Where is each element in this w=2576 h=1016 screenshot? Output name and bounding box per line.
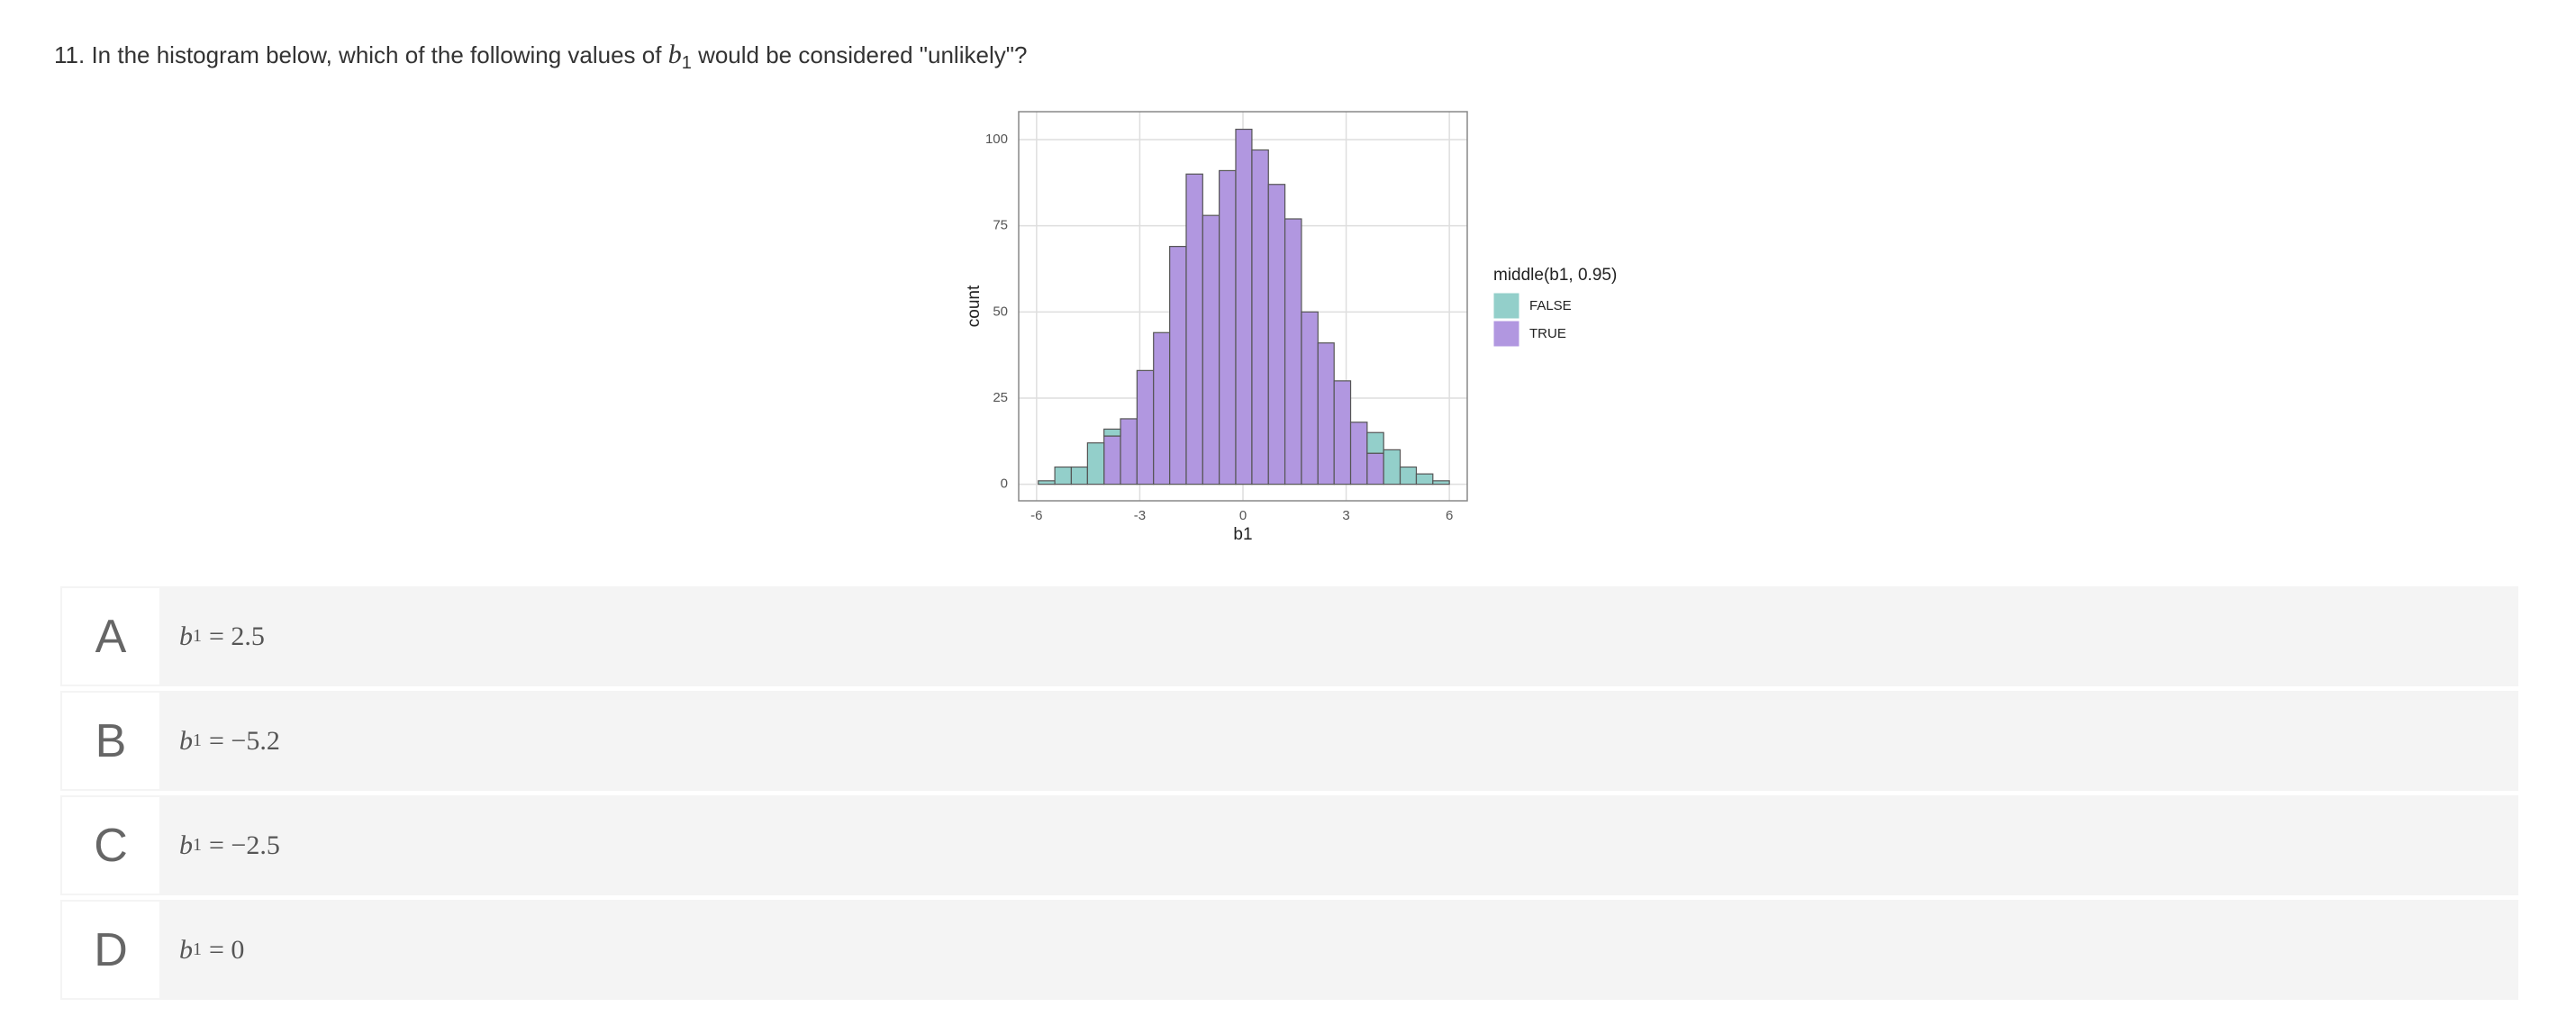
math-sub: 1 — [193, 626, 202, 646]
math-var: b — [667, 40, 682, 69]
x-tick-label: 0 — [1239, 508, 1247, 523]
bar — [1349, 422, 1368, 485]
y-tick-label: 50 — [993, 304, 1008, 319]
bar — [1333, 380, 1352, 485]
bar — [1366, 452, 1384, 485]
math-rhs: = 0 — [209, 934, 245, 965]
bar — [1399, 466, 1418, 485]
bar — [1202, 214, 1220, 485]
question-text: 11. In the histogram below, which of the… — [54, 41, 662, 68]
legend-title: middle(b1, 0.95) — [1493, 266, 1617, 285]
question-text: would be considered "unlikely"? — [698, 41, 1028, 68]
math-sub: 1 — [193, 730, 202, 750]
question: 11. In the histogram below, which of the… — [54, 40, 1027, 74]
bar — [1120, 418, 1138, 485]
x-axis-label: b1 — [1233, 525, 1252, 544]
bar — [1038, 480, 1056, 485]
math-var: b — [179, 830, 193, 860]
bar — [1054, 466, 1073, 485]
bar — [1383, 449, 1401, 485]
legend-swatch — [1492, 320, 1520, 348]
y-tick-label: 100 — [985, 132, 1008, 147]
option-letter: B — [62, 693, 159, 789]
bar — [1235, 128, 1253, 485]
x-tick-label: -3 — [1134, 508, 1146, 523]
option-letter: A — [62, 588, 159, 685]
y-axis-label: count — [965, 285, 984, 327]
option-letter: C — [62, 797, 159, 894]
bar — [1432, 480, 1450, 485]
y-tick-label: 25 — [993, 390, 1008, 405]
y-tick-label: 0 — [1001, 476, 1008, 492]
math-sub: 1 — [193, 835, 202, 855]
panel-border — [1018, 111, 1468, 502]
option-expression: b 1 = 2.5 — [179, 586, 265, 686]
option-expression: b 1 = −2.5 — [179, 795, 280, 895]
bar — [1103, 435, 1121, 485]
legend-swatch — [1492, 292, 1520, 320]
math-rhs: = −2.5 — [209, 830, 280, 860]
bar — [1415, 473, 1434, 485]
x-tick-label: 3 — [1342, 508, 1349, 523]
legend-label: FALSE — [1529, 298, 1572, 313]
bar — [1070, 466, 1088, 485]
math-var: b — [179, 725, 193, 756]
chart: 0 25 50 75 100 -6 -3 0 3 6 b1 count middle(b1, 0.95)… — [965, 111, 1617, 544]
bar — [1301, 311, 1319, 485]
bar — [1185, 173, 1203, 485]
legend-label: TRUE — [1529, 326, 1566, 341]
bar — [1251, 149, 1269, 485]
x-tick-label: -6 — [1030, 508, 1042, 523]
y-tick-label: 75 — [993, 218, 1008, 233]
option-expression: b 1 = −5.2 — [179, 691, 280, 791]
x-tick-label: 6 — [1446, 508, 1453, 523]
option-letter: D — [62, 902, 159, 998]
bar — [1219, 169, 1237, 485]
bar — [1103, 428, 1121, 437]
math-rhs: = 2.5 — [209, 621, 265, 651]
math-rhs: = −5.2 — [209, 725, 280, 756]
math-sub: 1 — [193, 939, 202, 959]
bar — [1267, 184, 1286, 485]
bar — [1169, 246, 1187, 485]
math-sub: 1 — [681, 53, 692, 74]
bar — [1366, 431, 1384, 454]
bar — [1136, 369, 1155, 485]
bar — [1317, 342, 1335, 485]
bar — [1086, 442, 1105, 485]
math-var: b — [179, 621, 193, 651]
math-var: b — [179, 934, 193, 965]
bar — [1153, 331, 1171, 485]
option-expression: b 1 = 0 — [179, 900, 244, 1000]
bar — [1283, 218, 1302, 485]
